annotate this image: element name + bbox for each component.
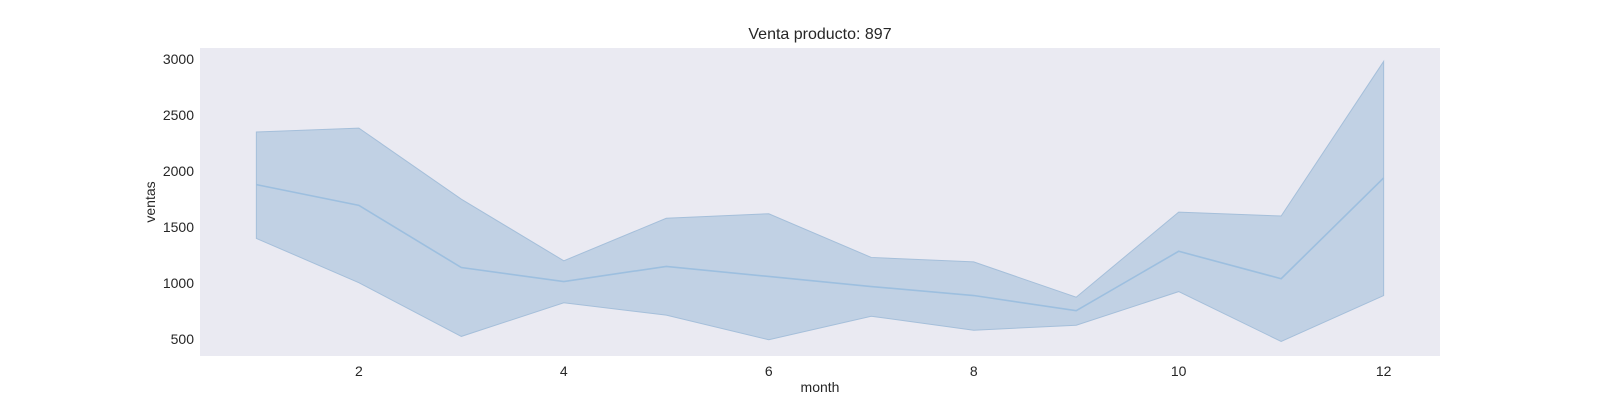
series-line-layer	[254, 176, 1386, 313]
confidence-band	[255, 59, 1385, 342]
y-tick-label: 2000	[163, 163, 194, 179]
y-tick-label: 1500	[163, 219, 194, 235]
series-line	[256, 177, 1385, 312]
y-axis-ticks: 500 1000 1500 2000 2500 3000	[163, 51, 194, 347]
x-axis-ticks: 2 4 6 8 10 12	[355, 363, 1392, 379]
data-point	[1074, 309, 1078, 313]
x-tick-label: 10	[1171, 363, 1187, 379]
y-tick-label: 1000	[163, 275, 194, 291]
data-point	[869, 285, 873, 289]
y-tick-label: 3000	[163, 51, 194, 67]
data-point	[254, 183, 258, 187]
data-point	[972, 294, 976, 298]
data-point	[357, 203, 361, 207]
y-axis-label: ventas	[142, 181, 158, 222]
x-tick-label: 6	[765, 363, 773, 379]
data-point	[562, 280, 566, 284]
data-point	[1177, 249, 1181, 253]
data-point	[1382, 176, 1386, 180]
x-axis-label: month	[801, 379, 840, 395]
x-tick-label: 4	[560, 363, 568, 379]
x-tick-label: 2	[355, 363, 363, 379]
x-tick-label: 8	[970, 363, 978, 379]
x-tick-label: 12	[1376, 363, 1392, 379]
y-tick-label: 2500	[163, 107, 194, 123]
y-tick-label: 500	[171, 331, 195, 347]
chart-title: Venta producto: 897	[748, 26, 891, 43]
data-point	[767, 274, 771, 278]
data-point	[664, 264, 668, 268]
confidence-band-layer	[255, 59, 1385, 342]
data-point	[1279, 277, 1283, 281]
data-point	[459, 266, 463, 270]
